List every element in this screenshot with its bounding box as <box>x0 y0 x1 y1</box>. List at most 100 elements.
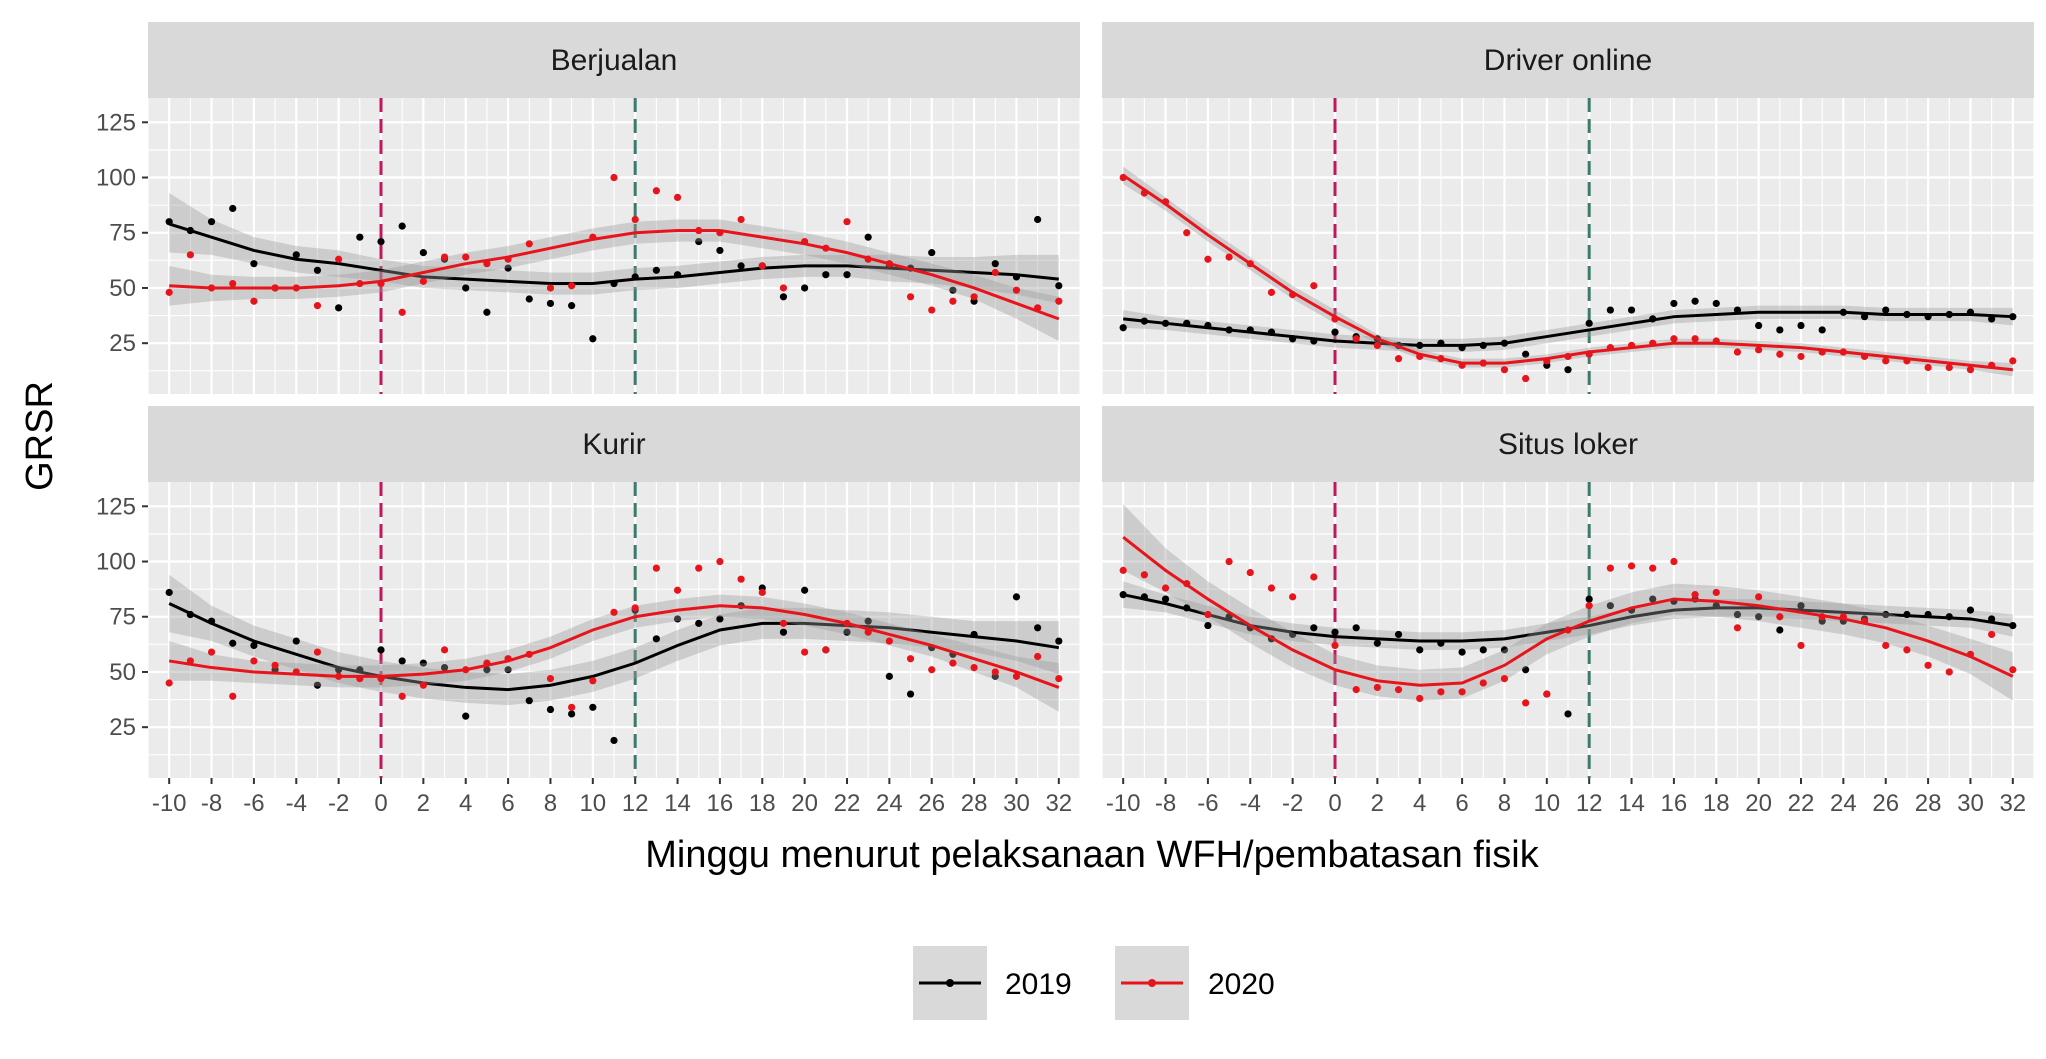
data-point <box>1712 602 1720 610</box>
data-point <box>1860 352 1869 361</box>
data-point <box>1289 593 1297 601</box>
legend-point-2019 <box>946 979 954 987</box>
legend-label-2020: 2020 <box>1208 968 1275 1001</box>
data-point <box>1606 344 1614 352</box>
series-2020 <box>165 173 1063 341</box>
data-point <box>1500 646 1509 654</box>
data-point <box>1945 613 1953 621</box>
smooth-line <box>169 229 1060 321</box>
data-point <box>928 249 936 257</box>
x-tick-label: 2 <box>1371 790 1384 817</box>
x-tick-label: 10 <box>1533 790 1560 817</box>
data-point <box>1458 361 1466 369</box>
data-point <box>1627 306 1636 314</box>
data-point <box>822 244 830 252</box>
data-point <box>1860 313 1869 321</box>
smooth-line <box>168 602 1060 692</box>
data-point <box>568 302 576 310</box>
y-tick-label: 50 <box>109 659 136 686</box>
data-point <box>1882 641 1890 650</box>
data-point <box>165 218 173 226</box>
y-tick-label: 25 <box>109 714 136 741</box>
x-tick-label: 4 <box>1413 790 1426 817</box>
confidence-band <box>1123 581 2013 650</box>
data-point <box>1585 602 1593 610</box>
data-point <box>483 659 491 667</box>
data-point <box>1479 646 1487 654</box>
x-tick-label: 18 <box>749 790 776 817</box>
smooth-line <box>168 604 1060 689</box>
data-point <box>398 222 406 230</box>
data-point <box>1712 588 1720 597</box>
data-point <box>1860 617 1869 625</box>
data-point <box>546 299 555 308</box>
x-tick-label: 24 <box>1830 790 1857 817</box>
data-point <box>440 253 449 261</box>
data-point <box>779 293 788 301</box>
data-point <box>1818 613 1826 621</box>
data-point <box>716 557 724 566</box>
data-point <box>419 277 427 285</box>
data-point <box>631 604 639 612</box>
x-tick-label: -2 <box>1282 790 1303 817</box>
data-point <box>335 672 343 680</box>
data-point <box>419 681 427 689</box>
data-point <box>1289 290 1297 299</box>
data-point <box>1924 661 1932 669</box>
y-tick-label: 75 <box>109 604 136 631</box>
strip-berjualan <box>148 22 1080 98</box>
data-point <box>568 282 576 290</box>
data-point <box>2009 621 2017 630</box>
data-point <box>1267 288 1276 296</box>
data-point <box>843 628 851 636</box>
x-tick-label: 30 <box>1003 790 1030 817</box>
data-point <box>1776 626 1784 634</box>
confidence-band <box>169 574 1059 706</box>
data-point <box>631 215 639 224</box>
data-point <box>1945 363 1953 372</box>
data-point <box>1416 341 1424 350</box>
data-point <box>568 703 576 711</box>
data-point <box>1034 215 1042 224</box>
data-point <box>631 273 639 281</box>
data-point <box>1585 350 1593 358</box>
y-tick-label: 25 <box>109 330 136 357</box>
data-point <box>1691 297 1699 305</box>
data-point <box>1818 326 1826 334</box>
data-point <box>1373 639 1381 647</box>
data-point <box>652 266 660 274</box>
x-tick-label: 0 <box>1328 790 1341 817</box>
data-point <box>313 302 322 310</box>
data-point <box>546 284 555 292</box>
data-point <box>1204 621 1212 630</box>
data-point <box>440 663 449 672</box>
data-point <box>673 586 682 594</box>
data-point <box>356 233 364 241</box>
data-point <box>610 608 618 616</box>
data-point <box>504 655 512 663</box>
series-2020 <box>1119 166 2017 383</box>
data-point <box>186 226 194 235</box>
data-point <box>885 672 893 680</box>
data-point <box>928 306 936 314</box>
data-point <box>1267 584 1276 592</box>
data-point <box>1522 699 1530 707</box>
data-point <box>483 666 491 674</box>
data-point <box>313 681 322 689</box>
data-point <box>652 564 660 572</box>
data-point <box>546 674 555 683</box>
data-point <box>1691 591 1699 599</box>
data-point <box>610 173 618 182</box>
data-point <box>1839 308 1847 316</box>
data-point <box>165 679 173 687</box>
data-point <box>546 705 555 714</box>
data-point <box>250 297 258 305</box>
panel-situs-loker: Situs loker-10 -8 -6 -4 -2 0 2 4 6 8 10 12 14 16 18 20 2… <box>1101 406 2035 817</box>
data-point <box>1352 686 1360 694</box>
data-point <box>1903 646 1911 654</box>
data-point <box>1543 357 1551 365</box>
data-point <box>1183 604 1191 612</box>
data-point <box>673 271 682 279</box>
data-point <box>716 246 724 255</box>
x-tick-label: 6 <box>1455 790 1468 817</box>
